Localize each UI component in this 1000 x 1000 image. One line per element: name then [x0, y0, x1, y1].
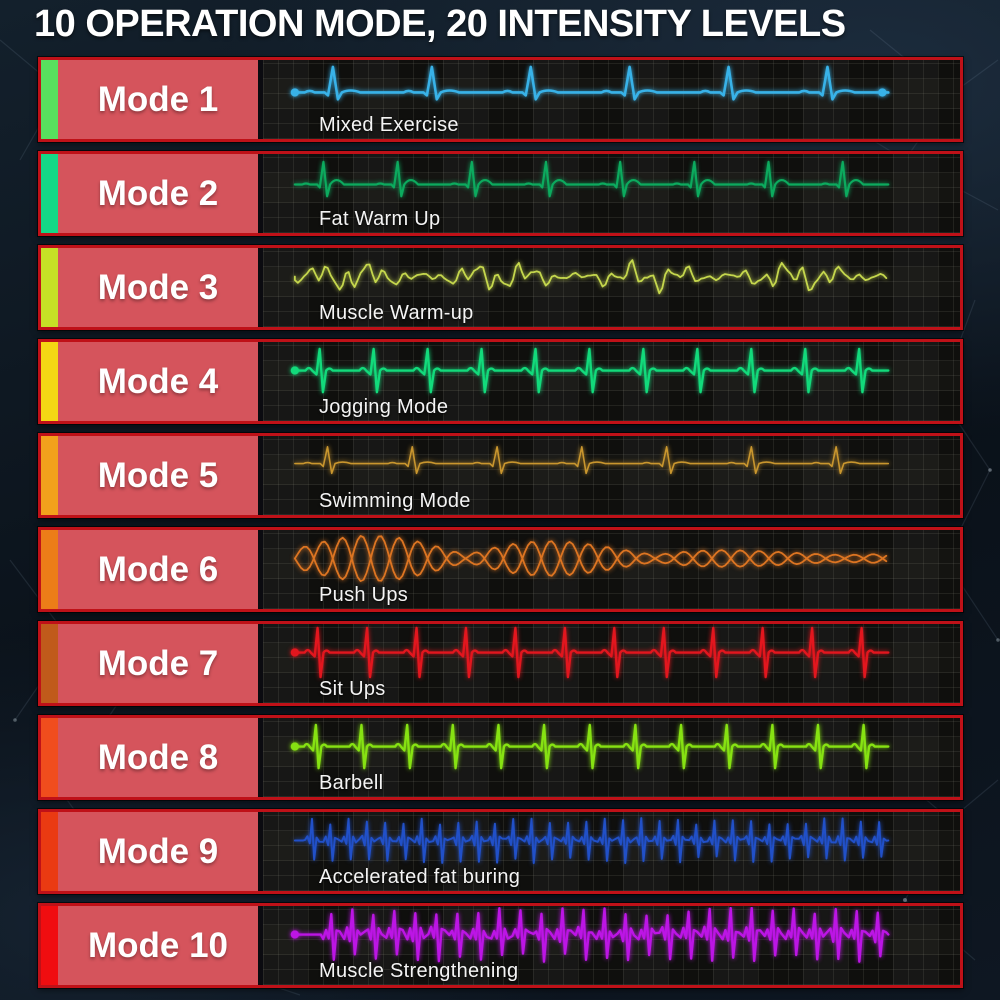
mode-row: Mode 6 Push Ups	[38, 527, 963, 612]
mode-color-bar	[41, 624, 58, 703]
mode-row: Mode 9 Accelerated fat buring	[38, 809, 963, 894]
waveform-chart	[290, 626, 890, 679]
waveform-panel: Fat Warm Up	[263, 154, 960, 233]
mode-label: Mode 8	[58, 718, 263, 797]
mode-label: Mode 6	[58, 530, 263, 609]
waveform-panel: Sit Ups	[263, 624, 960, 703]
waveform-chart	[293, 259, 888, 295]
waveform-chart	[290, 723, 890, 770]
mode-name: Swimming Mode	[319, 490, 471, 512]
waveform-chart	[293, 160, 890, 198]
waveform-chart	[290, 907, 890, 963]
mode-color-bar	[41, 248, 58, 327]
waveform-chart	[294, 446, 890, 475]
waveform-panel: Barbell	[263, 718, 960, 797]
mode-color-bar	[41, 812, 58, 891]
mode-row: Mode 2 Fat Warm Up	[38, 151, 963, 236]
mode-color-bar	[41, 154, 58, 233]
mode-name: Sit Ups	[319, 678, 386, 700]
mode-row: Mode 1 Mixed Exercise	[38, 57, 963, 142]
mode-label: Mode 5	[58, 436, 263, 515]
mode-row: Mode 8 Barbell	[38, 715, 963, 800]
mode-label: Mode 1	[58, 60, 263, 139]
page-title: 10 OPERATION MODE, 20 INTENSITY LEVELS	[34, 3, 846, 45]
waveform-chart	[293, 535, 888, 583]
mode-name: Accelerated fat buring	[319, 866, 521, 888]
mode-name: Muscle Strengthening	[319, 960, 519, 982]
mode-color-bar	[41, 718, 58, 797]
mode-row: Mode 5 Swimming Mode	[38, 433, 963, 518]
mode-name: Mixed Exercise	[319, 114, 459, 136]
mode-name: Jogging Mode	[319, 396, 449, 418]
mode-name: Muscle Warm-up	[319, 302, 474, 324]
mode-label: Mode 3	[58, 248, 263, 327]
waveform-chart	[290, 65, 890, 101]
waveform-panel: Muscle Strengthening	[263, 906, 960, 985]
mode-name: Push Ups	[319, 584, 409, 606]
mode-row: Mode 3 Muscle Warm-up	[38, 245, 963, 330]
waveform-panel: Push Ups	[263, 530, 960, 609]
mode-color-bar	[41, 436, 58, 515]
mode-label: Mode 4	[58, 342, 263, 421]
mode-row: Mode 10 Muscle Strengthening	[38, 903, 963, 988]
mode-label: Mode 2	[58, 154, 263, 233]
waveform-panel: Muscle Warm-up	[263, 248, 960, 327]
mode-name: Fat Warm Up	[319, 208, 441, 230]
waveform-chart	[293, 817, 890, 865]
mode-color-bar	[41, 530, 58, 609]
mode-color-bar	[41, 342, 58, 421]
mode-color-bar	[41, 906, 58, 985]
waveform-panel: Swimming Mode	[263, 436, 960, 515]
mode-label: Mode 10	[58, 906, 263, 985]
mode-row: Mode 7 Sit Ups	[38, 621, 963, 706]
waveform-chart	[290, 347, 890, 394]
mode-label: Mode 9	[58, 812, 263, 891]
mode-row: Mode 4 Jogging Mode	[38, 339, 963, 424]
waveform-panel: Mixed Exercise	[263, 60, 960, 139]
mode-name: Barbell	[319, 772, 384, 794]
mode-label: Mode 7	[58, 624, 263, 703]
mode-list: Mode 1 Mixed Exercise Mode 2 Fat Warm Up…	[38, 57, 963, 988]
mode-color-bar	[41, 60, 58, 139]
waveform-panel: Jogging Mode	[263, 342, 960, 421]
waveform-panel: Accelerated fat buring	[263, 812, 960, 891]
